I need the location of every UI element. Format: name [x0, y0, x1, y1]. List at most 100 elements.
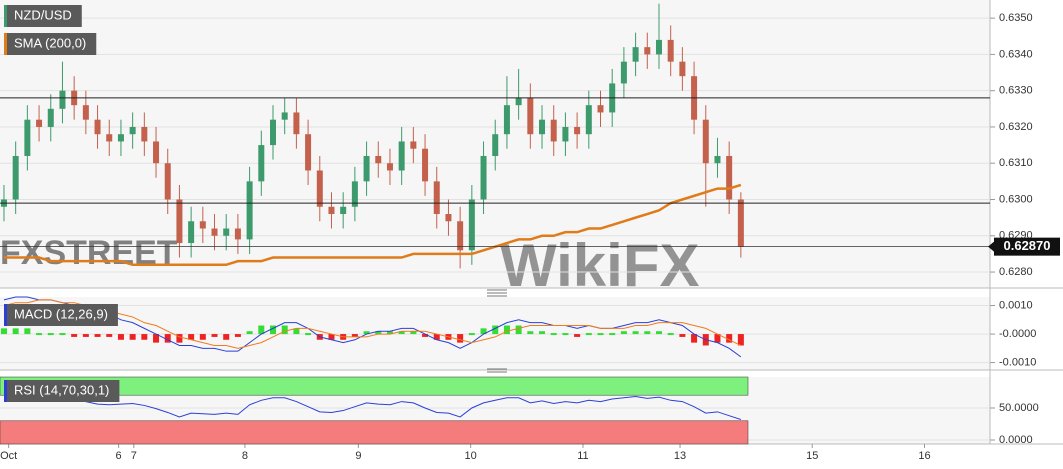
- macd-histogram-bar: [36, 333, 43, 336]
- candle-body: [422, 148, 429, 182]
- candle-body: [24, 119, 31, 156]
- macd-histogram-bar: [655, 331, 662, 335]
- macd-histogram-bar: [153, 334, 160, 343]
- candle-body: [457, 221, 464, 251]
- macd-histogram-bar: [422, 334, 429, 337]
- x-tick-label: Oct: [0, 450, 17, 462]
- label-text: SMA (200,0): [14, 35, 86, 50]
- macd-histogram-bar: [562, 333, 569, 336]
- candle-body: [316, 170, 323, 207]
- label-text: RSI (14,70,30,1): [14, 382, 109, 397]
- candle-body: [340, 206, 347, 215]
- candle-body: [644, 47, 651, 55]
- candle-body: [714, 155, 721, 164]
- macd-histogram-bar: [47, 333, 54, 336]
- y-tick-label: -0.0000: [999, 328, 1036, 340]
- indicator-label: MACD (12,26,9): [4, 304, 118, 326]
- macd-histogram-bar: [176, 334, 183, 343]
- label-stripe: [4, 5, 7, 27]
- candle-body: [445, 214, 452, 222]
- candle-body: [597, 105, 604, 113]
- y-tick-label: 0.0010: [999, 299, 1033, 311]
- y-tick-label: 0.0000: [999, 434, 1033, 446]
- macd-line: [3, 296, 742, 358]
- candle-body: [164, 163, 171, 200]
- candle-body: [36, 119, 43, 127]
- macd-histogram-bar: [492, 325, 499, 335]
- y-tick-label: 0.6280: [999, 266, 1033, 278]
- candle-body: [246, 181, 253, 240]
- candle-body: [503, 105, 510, 135]
- y-tick-label: 0.6340: [999, 48, 1033, 60]
- macd-histogram-bar: [609, 333, 616, 336]
- last-price-pointer: [988, 241, 994, 252]
- macd-histogram-bar: [363, 331, 370, 335]
- y-tick-label: 0.6310: [999, 157, 1033, 169]
- x-tick-label: 11: [577, 450, 588, 462]
- candle-body: [585, 105, 592, 135]
- macd-histogram-bar: [632, 331, 639, 335]
- candle-body: [737, 199, 744, 247]
- candle-body: [492, 134, 499, 156]
- candle-body: [305, 134, 312, 171]
- macd-histogram-bar: [480, 328, 487, 335]
- macd-histogram-bar: [574, 334, 581, 337]
- sma-line: [3, 183, 742, 267]
- macd-histogram-bar: [644, 331, 651, 335]
- label-text: MACD (12,26,9): [14, 306, 108, 321]
- macd-histogram-bar: [550, 333, 557, 336]
- y-tick-label: 0.6350: [999, 12, 1033, 24]
- macd-histogram-bar: [679, 334, 686, 337]
- candle-body: [12, 155, 19, 200]
- macd-histogram-bar: [94, 334, 101, 337]
- macd-histogram-bar: [737, 334, 744, 346]
- candle-body: [141, 126, 148, 142]
- candle-body: [223, 228, 230, 236]
- macd-histogram-bar: [457, 334, 464, 343]
- rsi-line: [3, 395, 742, 420]
- indicator-label: NZD/USD: [4, 5, 82, 27]
- macd-histogram-bar: [269, 325, 276, 335]
- macd-histogram-bar: [386, 331, 393, 335]
- macd-histogram-bar: [199, 334, 206, 340]
- oversold-band: [0, 420, 749, 445]
- macd-histogram-bar: [246, 331, 253, 335]
- macd-histogram-bar: [714, 334, 721, 343]
- resize-handle[interactable]: [487, 289, 507, 297]
- macd-histogram-bar: [410, 331, 417, 335]
- label-box: [4, 380, 120, 402]
- macd-histogram-bar: [328, 334, 335, 340]
- candle-body: [59, 90, 66, 109]
- candle-body: [410, 141, 417, 149]
- candle-body: [433, 181, 440, 215]
- candle-body: [211, 228, 218, 236]
- macd-histogram-bar: [539, 331, 546, 335]
- candle-body: [258, 145, 265, 182]
- candle-body: [293, 112, 300, 135]
- candle-body: [726, 155, 733, 200]
- macd-histogram-bar: [12, 328, 19, 335]
- macd-histogram-bar: [375, 331, 382, 335]
- label-text: NZD/USD: [14, 7, 72, 22]
- macd-histogram-bar: [258, 325, 265, 335]
- macd-histogram-bar: [585, 333, 592, 336]
- candle-body: [632, 47, 639, 62]
- overbought-band: [0, 376, 749, 396]
- y-tick-label: -0.0010: [999, 356, 1036, 368]
- macd-histogram-bar: [188, 334, 195, 340]
- macd-histogram-bar: [597, 333, 604, 336]
- candle-body: [153, 141, 160, 164]
- label-box: [4, 304, 118, 326]
- resize-handle[interactable]: [487, 368, 507, 373]
- macd-histogram-bar: [503, 325, 510, 335]
- macd-histogram-bar: [71, 334, 78, 337]
- macd-histogram-bar: [211, 334, 218, 337]
- macd-line: [3, 299, 742, 349]
- macd-histogram-bar: [468, 333, 475, 336]
- candle-body: [94, 119, 101, 135]
- macd-histogram-bar: [59, 333, 66, 336]
- candle-body: [550, 119, 557, 142]
- macd-histogram-bar: [527, 331, 534, 335]
- macd-histogram-bar: [305, 333, 312, 336]
- last-price-label: 0.62870: [1004, 238, 1051, 253]
